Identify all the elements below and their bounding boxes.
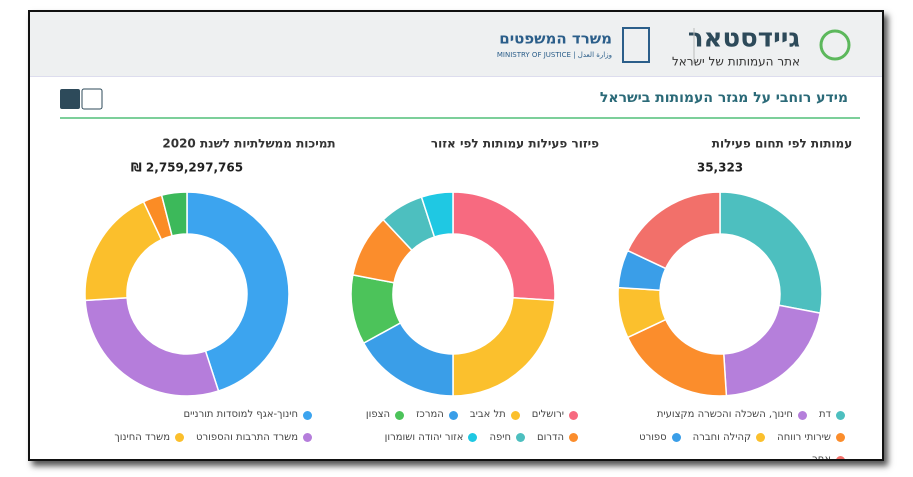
legend-swatch [569, 433, 578, 442]
legend-item[interactable]: קהילה וחברה [692, 428, 766, 448]
legend-item[interactable]: ספורט [639, 428, 681, 448]
legend-label: ספורט [639, 431, 667, 443]
legend-label: הדרום [537, 431, 564, 443]
legend-label: ירושלים [531, 409, 564, 420]
legend-swatch [569, 410, 578, 420]
chart-title: עמותות לפי תחום פעילות [712, 137, 852, 151]
legend-swatch [468, 433, 478, 442]
donut-segment [160, 191, 188, 237]
legend-swatch [448, 410, 458, 420]
legend-swatch [671, 433, 681, 442]
tagline: אתר העמותות של ישראל [672, 55, 800, 69]
donut-segment [452, 296, 556, 397]
ministry-en: MINISTRY OF JUSTICE | وزارة العدل [497, 51, 612, 59]
legend-item[interactable]: משרד החינוך [114, 428, 184, 448]
legend-item[interactable]: חינוך, השכלה והכשרה מקצועית [657, 405, 807, 425]
legend-item[interactable]: המרכז [416, 405, 458, 425]
legend: חינוך-אגף למוסדות תורניים משרד התרבות והס… [62, 405, 312, 450]
donut-segment [186, 191, 290, 392]
legend-label: המרכז [416, 409, 444, 420]
legend-label: שירותי רווחה [777, 431, 831, 443]
legend-swatch [395, 410, 405, 420]
legend-item[interactable]: תל אביב [470, 405, 520, 425]
list-view-button[interactable] [81, 88, 103, 110]
chart-total: 35,323 [697, 161, 743, 175]
donut-segment [719, 191, 823, 314]
legend-label: הצפון [365, 409, 391, 420]
legend: דת חינוך, השכלה והכשרה מקצועית שירותי רווח… [595, 405, 845, 461]
legend-swatch [836, 433, 845, 442]
header [30, 12, 882, 77]
legend-swatch [836, 455, 845, 459]
legend-item[interactable]: אזור יהודה ושומרון [385, 428, 478, 448]
legend-swatch [303, 433, 312, 442]
chart-view-button[interactable] [60, 89, 80, 109]
legend-swatch [303, 410, 312, 420]
legend-swatch [836, 410, 845, 420]
legend-item[interactable]: אחר [812, 450, 845, 461]
legend-label: חינוך, השכלה והכשרה מקצועית [656, 409, 793, 420]
legend-item[interactable]: חינוך-אגף למוסדות תורניים [183, 405, 312, 425]
legend-swatch [797, 410, 807, 420]
donut-segment [84, 296, 220, 397]
legend-label: תל אביב [469, 409, 506, 420]
chart-total: ₪ 2,759,297,765 [131, 161, 243, 175]
legend-item[interactable]: הדרום [537, 428, 578, 448]
chart-title: פיזור פעילות עמותות לפי אזור [431, 137, 599, 151]
legend-label: קהילה וחברה [692, 431, 752, 443]
brand: גיידסטאר [688, 24, 800, 54]
legend-swatch [756, 433, 766, 442]
emblem [622, 27, 650, 63]
legend-label: משרד החינוך [114, 431, 170, 443]
legend-item[interactable]: שירותי רווחה [777, 428, 845, 448]
legend-label: דת [818, 409, 831, 420]
legend-item[interactable]: חיפה [489, 428, 525, 448]
legend-item[interactable]: דת [819, 405, 845, 425]
screen: גיידסטאר אתר העמותות של ישראל משרד המשפט… [28, 10, 884, 461]
legend-label: אזור יהודה ושומרון [384, 431, 464, 443]
legend-label: חינוך-אגף למוסדות תורניים [183, 409, 298, 420]
donut-segment [722, 304, 822, 397]
legend-item[interactable]: ירושלים [532, 405, 578, 425]
legend-swatch [516, 433, 525, 442]
legend-swatch [174, 433, 184, 442]
section-title: מידע רוחבי על מגזר העמותות בישראל [600, 90, 848, 106]
donut-segment [420, 191, 454, 238]
legend-item[interactable]: משרד התרבות והספורט [196, 428, 312, 448]
logo-icon [819, 29, 851, 61]
donut-segment [452, 191, 556, 302]
donut-segment [626, 191, 721, 270]
ministry: משרד המשפטים [499, 30, 612, 48]
legend-item[interactable]: הצפון [365, 405, 405, 425]
legend-label: משרד התרבות והספורט [195, 431, 298, 443]
legend-label: אחר [812, 454, 831, 461]
chart-title: תמיכות ממשלתיות לשנת 2020 [162, 137, 335, 151]
legend-swatch [510, 410, 520, 420]
content: גיידסטאר אתר העמותות של ישראל משרד המשפט… [60, 24, 860, 397]
legend-label: חיפה [489, 431, 511, 443]
legend: ירושלים תל אביב המרכז הצפון הדרום חיפה אזור יה… [328, 405, 578, 450]
